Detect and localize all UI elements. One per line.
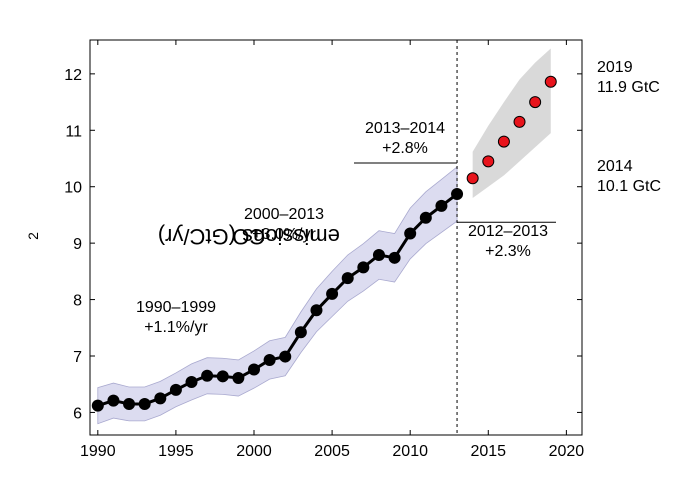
y-tick-label-9: 9 [73,236,82,253]
annotation-1990-1999: 1990–1999 +1.1%/yr [135,299,217,336]
observed-point-2007 [357,261,370,274]
x-tick-label-1990: 1990 [80,443,116,460]
observed-point-1998 [216,370,229,383]
annotation-2014-value: 2014 10.1 GtC [597,158,662,195]
observed-point-2008 [372,248,385,261]
observed-point-2013 [451,188,464,201]
observed-point-1990 [91,399,104,412]
observed-point-2003 [294,326,307,339]
projection-uncertainty-band [472,48,551,198]
x-tick-label-2015: 2015 [470,443,506,460]
y-tick-label-12: 12 [64,67,82,84]
x-tick-label-2010: 2010 [392,443,428,460]
projection-point-2018 [529,96,542,109]
observed-point-2006 [341,272,354,285]
observed-point-1995 [169,383,182,396]
observed-point-1994 [154,392,167,405]
y-tick-label-11: 11 [65,123,82,140]
observed-point-1993 [138,397,151,410]
observed-point-2002 [279,350,292,363]
projection-point-2015 [482,155,495,168]
y-tick-label-8: 8 [73,293,82,310]
observed-point-1992 [123,397,136,410]
x-tick-label-2005: 2005 [314,443,350,460]
observed-point-2005 [326,287,339,300]
observed-point-1996 [185,375,198,388]
observed-point-2012 [435,199,448,212]
y-tick-label-10: 10 [64,180,82,197]
observed-point-2000 [248,363,260,376]
annotation-2013-2014: 2013–2014 +2.8% [364,120,446,157]
observed-point-2001 [263,353,276,366]
observed-point-2004 [310,304,323,317]
observed-point-1999 [232,372,245,385]
x-tick-label-2020: 2020 [549,443,585,460]
annotation-2019-value: 2019 11.9 GtC [597,59,660,96]
plot-area-frame [89,39,583,436]
y-tick-label-7: 7 [73,349,82,366]
projection-point-2014 [466,172,479,185]
x-tick-label-2000: 2000 [236,443,272,460]
y-axis-label: CO 2 emissions (GtC/yr) [25,224,340,250]
annotation-2000-2013: 2000–2013 +3.0%/yr [243,206,325,243]
projection-point-2016 [497,135,510,148]
x-tick-label-1995: 1995 [158,443,194,460]
observed-point-2010 [404,227,417,240]
annotation-2012-2013: 2012–2013 +2.3% [467,223,549,260]
observed-point-1991 [107,394,120,407]
observed-point-1997 [201,369,214,382]
projection-point-2019 [544,75,557,88]
observed-point-2011 [419,211,432,224]
y-tick-label-6: 6 [73,405,82,422]
projection-point-2017 [513,115,526,128]
observed-point-2009 [388,251,401,264]
